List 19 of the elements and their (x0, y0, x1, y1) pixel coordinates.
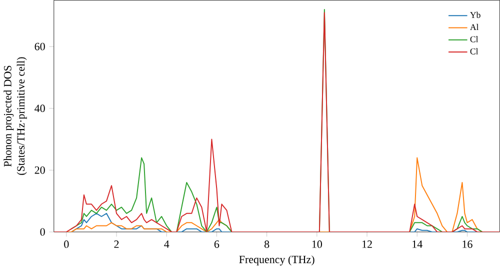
x-tick-label: 16 (462, 240, 472, 248)
legend-label: Cl (470, 36, 478, 42)
x-tick-label: 14 (412, 240, 422, 248)
x-tick-label: 2 (114, 240, 119, 248)
y-tick-label: 20 (34, 166, 45, 174)
legend-label: Cl (470, 48, 478, 54)
legend-label: Al (470, 24, 479, 30)
y-axis-title: Phonon projected DOS (States/THz·primitive cell) (4, 57, 27, 175)
x-tick-label: 8 (264, 240, 270, 248)
y-tick-label: 60 (34, 42, 45, 50)
x-axis-title: Frequency (THz) (239, 255, 314, 266)
x-tick-label: 4 (164, 240, 170, 248)
x-tick-label: 10 (312, 240, 322, 248)
y-tick-label: 40 (34, 104, 45, 112)
x-tick-label: 12 (362, 240, 372, 248)
x-tick-label: 6 (214, 240, 220, 248)
legend-label: Yb (470, 12, 480, 18)
x-tick-label: 0 (64, 240, 69, 248)
y-tick-label: 0 (40, 228, 45, 236)
